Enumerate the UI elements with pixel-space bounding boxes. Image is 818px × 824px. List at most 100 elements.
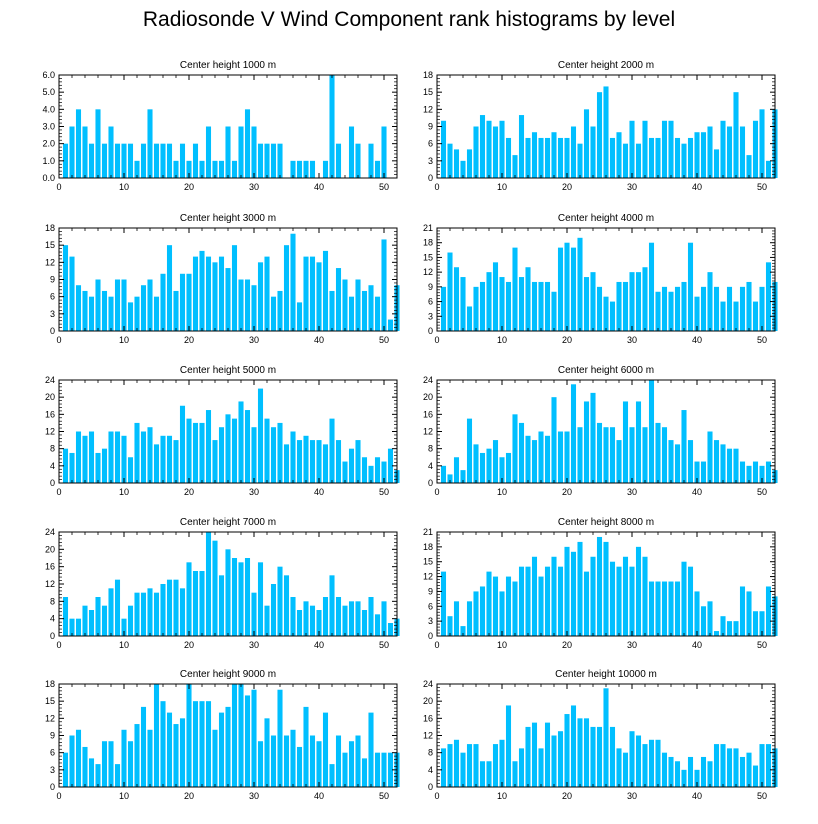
panel-8-bar-31 xyxy=(635,546,642,636)
panel-8-bar-10 xyxy=(499,591,505,636)
panel-10-bar-27 xyxy=(609,726,616,787)
panel-1-bar-20 xyxy=(186,160,192,178)
panel-9-xtick-label: 20 xyxy=(184,791,194,801)
panel-2-bar-1 xyxy=(440,120,447,178)
panel-6-bar-1 xyxy=(440,465,447,483)
panel-9-bar-12 xyxy=(134,724,140,787)
panel-9-bar-46 xyxy=(355,735,361,787)
panel-7-bar-25 xyxy=(218,575,225,636)
panel-9-bar-5 xyxy=(88,758,95,787)
panel-2-bar-27 xyxy=(609,137,616,178)
panel-2-bar-22 xyxy=(577,143,583,178)
panel-6-bar-46 xyxy=(733,448,739,483)
panel-1-bar-48 xyxy=(368,143,374,178)
panel-6-bar-45 xyxy=(726,448,733,483)
panel-3-bar-10 xyxy=(121,279,127,331)
panel-10-bar-3 xyxy=(453,739,460,787)
panel-2-title: Center height 2000 m xyxy=(558,60,654,71)
panel-9-ytick-label: 9 xyxy=(50,731,55,741)
panel-2-bar-45 xyxy=(726,126,733,178)
panel-10-bar-8 xyxy=(486,761,492,787)
panel-10-bar-34 xyxy=(655,739,661,787)
panel-2-bar-17 xyxy=(544,137,551,178)
panel-8-bar-38 xyxy=(681,561,687,636)
panel-3-bar-11 xyxy=(127,302,134,331)
panel-7-bar-24 xyxy=(212,540,218,636)
panel-2-ytick-label: 9 xyxy=(428,122,433,132)
panel-4-ytick-label: 6 xyxy=(428,297,433,307)
panel-9-bar-25 xyxy=(218,712,225,787)
panel-4-bar-16 xyxy=(538,281,544,331)
panel-8-xtick-label: 40 xyxy=(692,640,702,650)
panel-6-bar-27 xyxy=(609,427,616,483)
panel-2-xtick-label: 0 xyxy=(434,182,439,192)
panel-2-bar-9 xyxy=(492,126,499,178)
panel-3-bar-29 xyxy=(244,279,251,331)
panel-5-bar-36 xyxy=(290,431,296,483)
panel-9-xtick-label: 50 xyxy=(379,791,389,801)
panel-9-bar-51 xyxy=(387,752,394,787)
panel-5-bar-20 xyxy=(186,418,192,483)
panel-7-bar-22 xyxy=(199,571,205,636)
panel-7-bar-27 xyxy=(231,558,238,636)
panel-10-bar-43 xyxy=(713,744,720,787)
panel-7-title: Center height 7000 m xyxy=(180,517,276,528)
panel-3-bar-1 xyxy=(62,245,69,331)
panel-8-bar-37 xyxy=(674,581,681,636)
panel-1-xtick-label: 20 xyxy=(184,182,194,192)
page-title: Radiosonde V Wind Component rank histogr… xyxy=(142,8,676,31)
panel-3-bar-41 xyxy=(322,250,329,331)
panel-2-ytick-label: 15 xyxy=(423,87,433,97)
panel-1-bar-12 xyxy=(134,160,140,178)
panel-3-bar-2 xyxy=(69,256,75,331)
panel-5-bar-43 xyxy=(335,440,342,483)
panel-8-ytick-label: 12 xyxy=(423,572,433,582)
panel-8-bar-8 xyxy=(486,571,492,636)
panel-7-bar-9 xyxy=(114,579,121,636)
panel-10-bar-23 xyxy=(583,718,590,787)
panel-7-bar-47 xyxy=(361,610,368,636)
panel-4-bar-22 xyxy=(577,237,583,331)
panel-7-xtick-label: 30 xyxy=(249,640,259,650)
panel-9-bar-15 xyxy=(153,684,160,787)
panel-10-bar-24 xyxy=(590,726,596,787)
panel-6-bar-42 xyxy=(707,431,713,483)
panel-8-bar-4 xyxy=(460,626,466,636)
panel-10-bar-4 xyxy=(460,752,466,787)
panel-1-bar-18 xyxy=(173,160,179,178)
panel-5-bar-29 xyxy=(244,410,251,483)
panel-9-bar-22 xyxy=(199,701,205,787)
panel-6-ytick-label: 0 xyxy=(428,478,433,488)
panel-5-bar-23 xyxy=(205,410,212,483)
panel-9-bar-17 xyxy=(166,712,173,787)
panel-3-ytick-label: 12 xyxy=(45,257,55,267)
panel-8-bar-23 xyxy=(583,571,590,636)
panel-3-bar-8 xyxy=(108,296,114,331)
panel-3-bar-32 xyxy=(264,256,270,331)
panel-7-bar-5 xyxy=(88,610,95,636)
panel-3-bar-26 xyxy=(225,268,231,331)
panel-1-bar-15 xyxy=(153,143,160,178)
panel-4-bar-28 xyxy=(616,281,622,331)
panel-1-bar-19 xyxy=(179,143,186,178)
panel-9-bar-43 xyxy=(335,735,342,787)
panel-7-bar-38 xyxy=(303,601,309,636)
panel-9-xtick-label: 40 xyxy=(314,791,324,801)
panel-7-xtick-label: 0 xyxy=(56,640,61,650)
panel-6-bar-29 xyxy=(622,401,629,483)
panel-3-bar-12 xyxy=(134,296,140,331)
panel-4-bar-36 xyxy=(668,291,674,331)
panel-6-bar-18 xyxy=(551,397,557,483)
panel-9-bar-41 xyxy=(322,712,329,787)
panel-8-ytick-label: 21 xyxy=(423,527,433,537)
panel-4-bar-39 xyxy=(687,242,694,331)
panel-5-bar-47 xyxy=(361,457,368,483)
panel-2-bar-23 xyxy=(583,109,590,178)
panel-1-bar-1 xyxy=(62,143,69,178)
panel-9-ytick-label: 6 xyxy=(50,748,55,758)
panel-3-bar-4 xyxy=(82,290,88,331)
panel-8-ytick-label: 6 xyxy=(428,601,433,611)
panel-6-bar-22 xyxy=(577,427,583,483)
panel-4-bar-31 xyxy=(635,272,642,331)
panel-10-ytick-label: 12 xyxy=(423,731,433,741)
